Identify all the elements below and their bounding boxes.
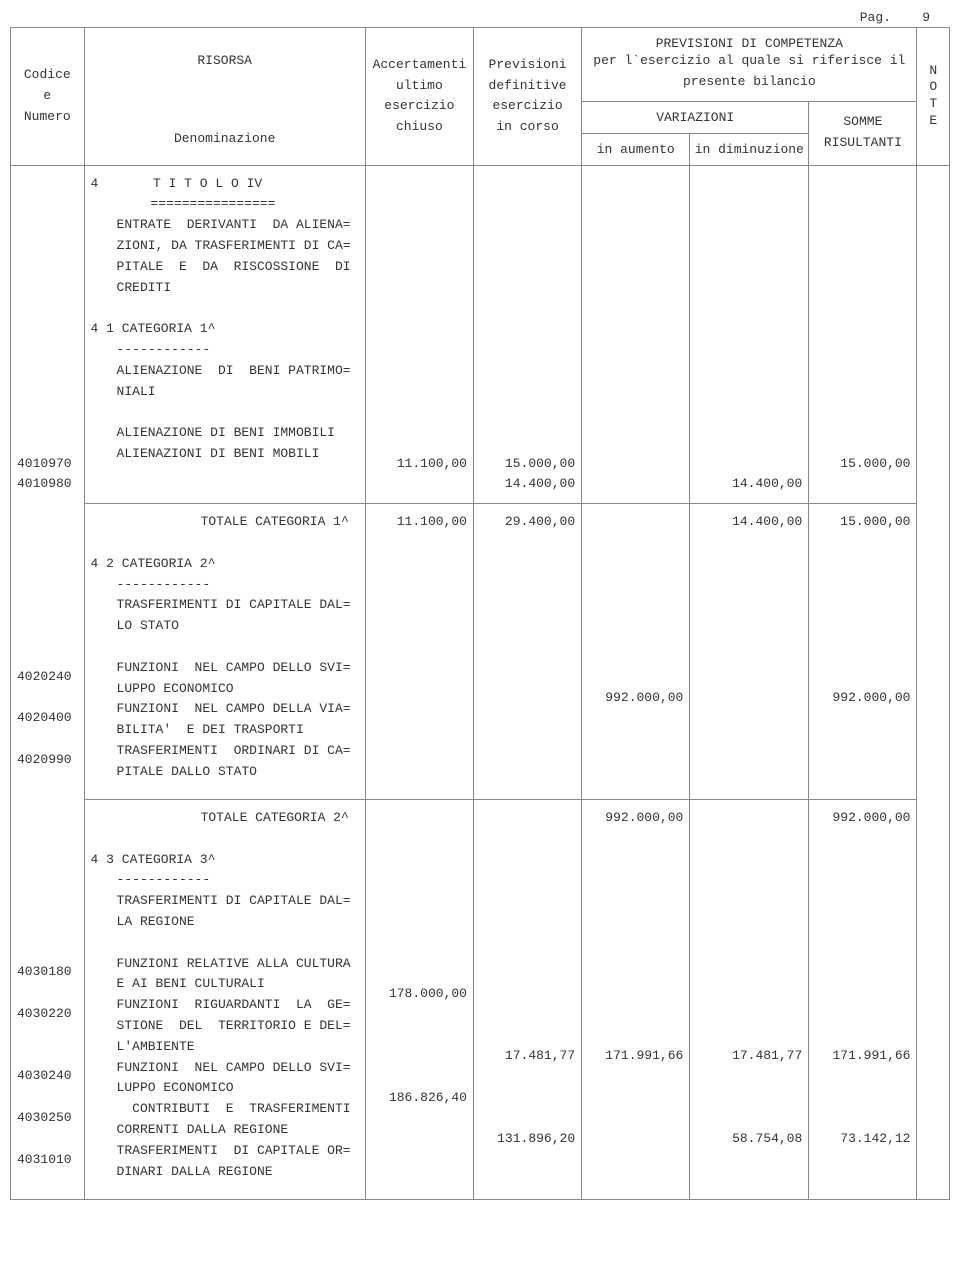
s2-codes: 4020240 4020400 4020990 <box>11 504 85 800</box>
section-1: 4010970 4010980 4 T I T O L O IV =======… <box>11 165 950 504</box>
hdr-denominazione: Denominazione <box>84 101 365 165</box>
s1-dim: 14.400,00 <box>690 165 809 504</box>
s1-note <box>917 165 950 504</box>
s1-desc: 4 T I T O L O IV ================ ENTRAT… <box>84 165 365 504</box>
s2-acc: 11.100,00 <box>365 504 473 800</box>
s3-dim: 17.481,77 58.754,08 <box>690 799 809 1199</box>
hdr-somme: SOMME RISULTANTI <box>809 101 917 165</box>
section-2: 4020240 4020400 4020990 TOTALE CATEGORIA… <box>11 504 950 800</box>
s3-aum: 992.000,00 171.991,66 <box>582 799 690 1199</box>
s3-som: 992.000,00 171.991,66 73.142,12 <box>809 799 917 1199</box>
s3-acc: 178.000,00 186.826,40 <box>365 799 473 1199</box>
s2-som: 15.000,00 992.000,00 <box>809 504 917 800</box>
s1-codes: 4010970 4010980 <box>11 165 85 504</box>
s1-aum <box>582 165 690 504</box>
s3-note <box>917 799 950 1199</box>
hdr-previsioni: Previsioni definitive esercizio in corso <box>473 28 581 166</box>
s3-codes: 4030180 4030220 4030240 4030250 4031010 <box>11 799 85 1199</box>
s1-prev: 15.000,00 14.400,00 <box>473 165 581 504</box>
s2-note <box>917 504 950 800</box>
s2-aum: 992.000,00 <box>582 504 690 800</box>
s2-prev: 29.400,00 <box>473 504 581 800</box>
page-header: Pag. 9 <box>10 10 950 25</box>
budget-table: Codice e Numero RISORSA Accertamenti ult… <box>10 27 950 1200</box>
page-label: Pag. <box>860 10 891 25</box>
hdr-risorsa: RISORSA <box>84 28 365 82</box>
hdr-aumento: in aumento <box>582 133 690 165</box>
s2-desc: TOTALE CATEGORIA 1^ 4 2 CATEGORIA 2^ ---… <box>84 504 365 800</box>
hdr-note: N O T E <box>917 28 950 166</box>
hdr-codice: Codice e Numero <box>11 28 85 166</box>
hdr-variazioni: VARIAZIONI <box>582 101 809 133</box>
s2-dim: 14.400,00 <box>690 504 809 800</box>
page-number: 9 <box>922 10 930 25</box>
section-3: 4030180 4030220 4030240 4030250 4031010 … <box>11 799 950 1199</box>
s1-acc: 11.100,00 <box>365 165 473 504</box>
header-row-1: Codice e Numero RISORSA Accertamenti ult… <box>11 28 950 82</box>
s3-prev: 17.481,77 131.896,20 <box>473 799 581 1199</box>
s3-desc: TOTALE CATEGORIA 2^ 4 3 CATEGORIA 3^ ---… <box>84 799 365 1199</box>
hdr-diminuzione: in diminuzione <box>690 133 809 165</box>
hdr-accertamenti: Accertamenti ultimo esercizio chiuso <box>365 28 473 166</box>
s1-som: 15.000,00 <box>809 165 917 504</box>
hdr-competenza: PREVISIONI DI COMPETENZA per l`esercizio… <box>582 28 917 102</box>
